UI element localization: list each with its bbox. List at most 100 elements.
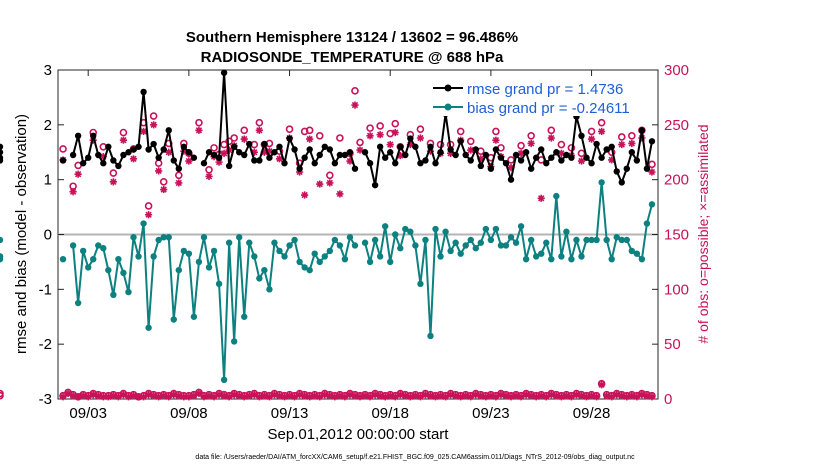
obs-assimilated-point	[69, 188, 77, 196]
obs-assimilated-point	[275, 155, 284, 163]
bias-point	[95, 242, 102, 249]
obs-assimilated-point	[356, 393, 364, 401]
bias-point	[522, 255, 530, 263]
obs-assimilated-point	[542, 393, 550, 401]
bias-point	[130, 234, 137, 241]
obs-assimilated-point	[285, 392, 294, 400]
bias-point	[59, 255, 67, 263]
rmse-point	[140, 88, 147, 96]
legend: rmse grand pr = 1.4736 bias grand pr = -…	[428, 76, 638, 117]
bias-series	[0, 179, 656, 384]
obs-possible-point	[557, 140, 566, 149]
rmse-point	[371, 181, 379, 189]
left-tick-label: 3	[44, 62, 52, 79]
bias-point	[588, 236, 595, 244]
bias-point	[361, 239, 369, 246]
rmse-point	[517, 157, 525, 164]
bias-point	[532, 253, 540, 260]
obs-possible-point	[391, 119, 400, 128]
obs-assimilated-point	[552, 392, 560, 400]
rmse-point	[266, 154, 273, 161]
rmse-point	[215, 154, 223, 161]
bias-point	[558, 253, 565, 260]
obs-assimilated-point	[155, 167, 163, 175]
obs-possible-point	[240, 126, 249, 135]
rmse-point	[130, 146, 137, 153]
bias-point	[553, 192, 560, 200]
bias-line	[364, 182, 653, 336]
obs-assimilated-point	[411, 392, 419, 400]
obs-assimilated-point	[301, 191, 309, 199]
rmse-line	[364, 113, 653, 186]
obs-assimilated-point	[557, 149, 565, 157]
rmse-point	[205, 149, 213, 156]
obs-assimilated-point	[447, 149, 455, 157]
obs-assimilated-point	[507, 393, 515, 401]
obs-assimilated-point	[145, 391, 153, 399]
rmse-point	[376, 143, 384, 150]
rmse-point	[286, 135, 293, 142]
obs-assimilated-point	[643, 392, 651, 400]
obs-assimilated-point	[109, 392, 117, 400]
rmse-point	[155, 154, 162, 161]
obs-assimilated-point	[366, 393, 374, 401]
rmse-point	[236, 149, 243, 156]
obs-assimilated-point	[648, 393, 656, 401]
bias-point	[427, 332, 434, 340]
obs-assimilated-point	[482, 393, 490, 401]
obs-assimilated-point	[562, 392, 570, 400]
obs-assimilated-point	[628, 139, 636, 148]
obs-assimilated-point	[331, 393, 339, 401]
obs-possible-point	[59, 145, 67, 153]
bias-point	[638, 255, 646, 263]
rmse-point	[427, 143, 434, 150]
rmse-point	[583, 154, 590, 161]
bias-point	[215, 280, 223, 288]
bias-point	[301, 264, 308, 271]
obs-assimilated-point	[572, 391, 581, 399]
obs-assimilated-point	[321, 391, 329, 399]
obs-possible-point	[195, 118, 203, 127]
bias-point	[351, 242, 359, 249]
rmse-point	[618, 179, 625, 186]
bias-point	[331, 236, 339, 244]
x-tick-label: 09/23	[472, 405, 510, 422]
obs-assimilated-point	[406, 140, 414, 149]
bias-point	[623, 236, 630, 244]
rmse-point	[447, 146, 454, 153]
obs-assimilated-point	[139, 393, 148, 401]
bias-point	[205, 264, 213, 271]
bias-point	[145, 324, 152, 331]
obs-possible-point	[617, 133, 626, 141]
obs-assimilated-point	[150, 121, 158, 129]
bias-point	[286, 242, 293, 249]
rmse-point	[105, 143, 112, 150]
rmse-point	[392, 160, 399, 167]
bias-point	[603, 236, 610, 244]
obs-possible-point	[597, 118, 606, 127]
bias-point	[583, 236, 590, 244]
rmse-point	[170, 157, 177, 164]
bias-point	[85, 264, 92, 271]
rmse-point	[346, 149, 354, 156]
obs-assimilated-point	[69, 392, 77, 400]
rmse-point	[261, 140, 268, 148]
rmse-point	[316, 151, 323, 159]
bias-point	[140, 220, 147, 227]
chart-title: Southern Hemisphere 13124 / 13602 = 96.4…	[186, 29, 518, 46]
rmse-point	[381, 154, 389, 161]
obs-assimilated-point	[129, 392, 138, 400]
obs-assimilated-point	[346, 157, 354, 165]
obs-assimilated-point	[431, 393, 440, 401]
obs-assimilated-point	[577, 157, 586, 165]
right-tick-label: 50	[664, 336, 681, 353]
rmse-point	[311, 160, 318, 167]
bias-point	[633, 250, 641, 257]
rmse-point	[351, 165, 359, 172]
obs-possible-point	[119, 128, 128, 137]
left-axis-label: rmse and bias (model - observation)	[13, 114, 30, 354]
obs-possible-point	[326, 171, 334, 180]
bias-point	[397, 245, 404, 252]
obs-assimilated-point	[351, 392, 359, 400]
x-tick-label: 09/03	[69, 405, 107, 422]
